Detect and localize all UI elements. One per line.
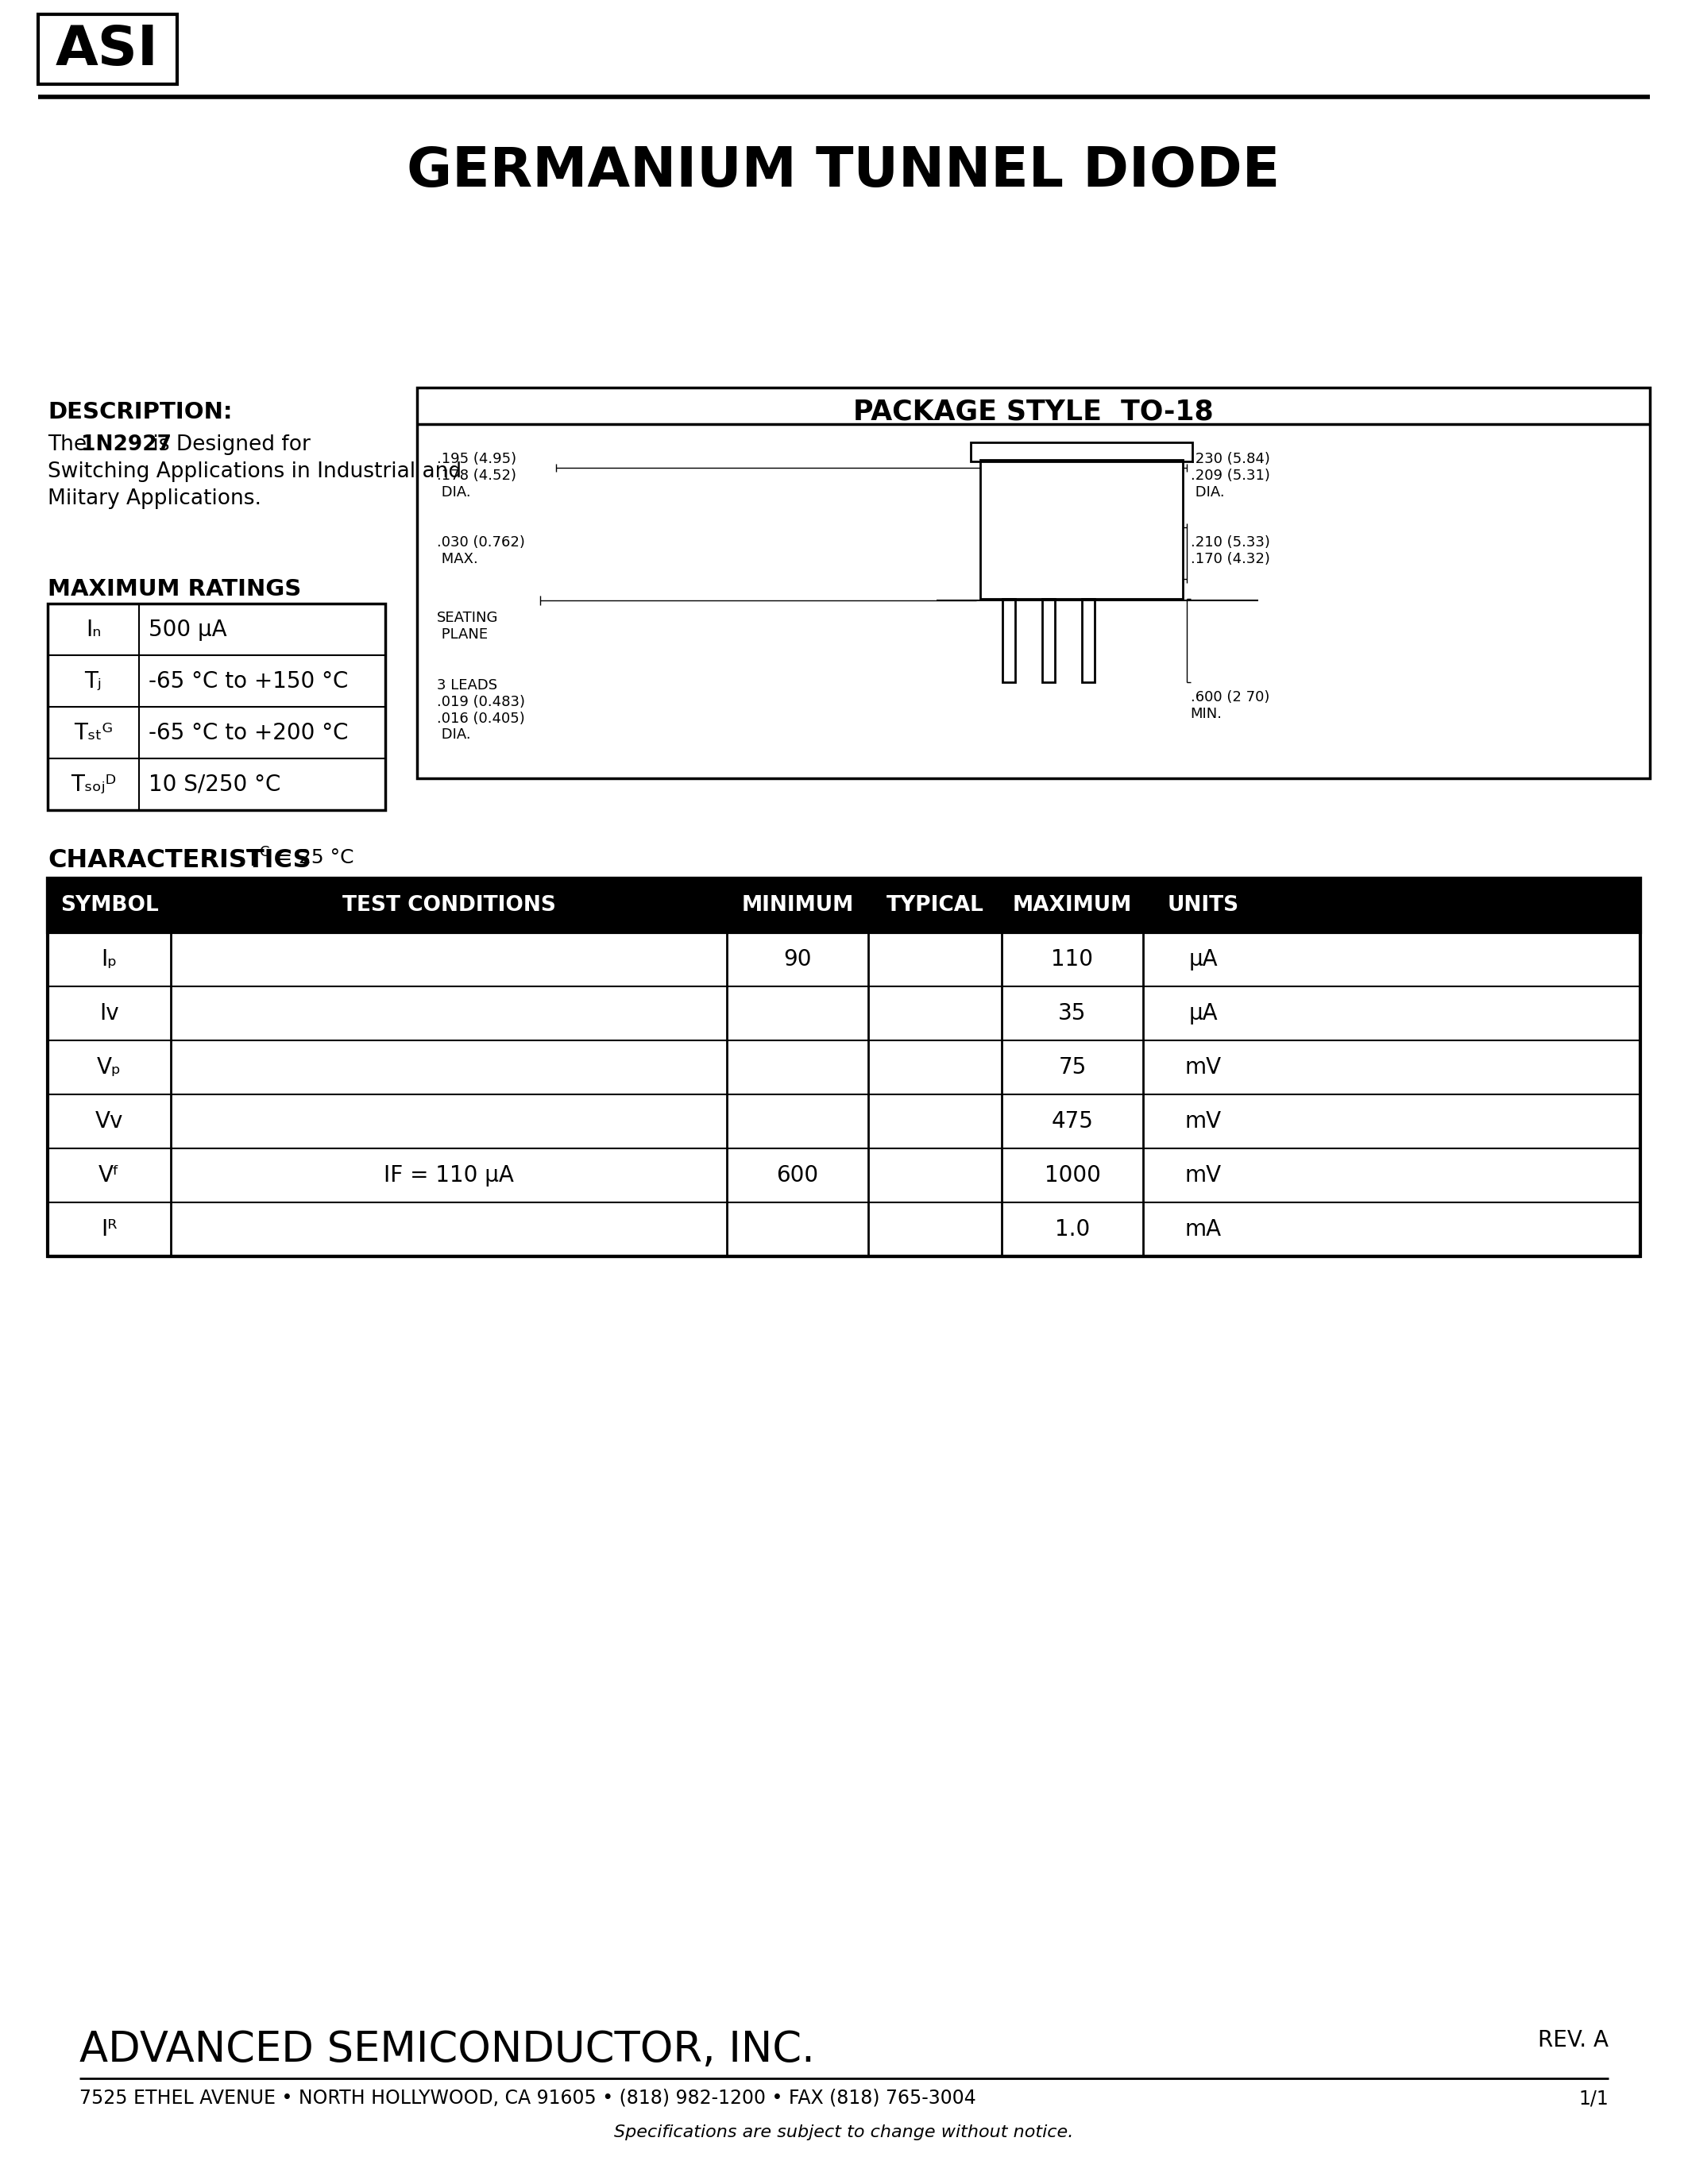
Text: UNITS: UNITS bbox=[1168, 895, 1239, 915]
Bar bbox=[47, 603, 385, 810]
Text: 7525 ETHEL AVENUE • NORTH HOLLYWOOD, CA 91605 • (818) 982-1200 • FAX (818) 765-3: 7525 ETHEL AVENUE • NORTH HOLLYWOOD, CA … bbox=[79, 2088, 976, 2108]
Text: Tₛₜᴳ: Tₛₜᴳ bbox=[74, 721, 113, 745]
Text: μA: μA bbox=[1188, 1002, 1219, 1024]
Text: Miitary Applications.: Miitary Applications. bbox=[47, 489, 262, 509]
Text: Iₙ: Iₙ bbox=[86, 618, 101, 640]
Text: Specifications are subject to change without notice.: Specifications are subject to change wit… bbox=[614, 2125, 1074, 2140]
Text: 35: 35 bbox=[1058, 1002, 1087, 1024]
Text: 10 S/250 °C: 10 S/250 °C bbox=[149, 773, 280, 795]
Text: .030 (0.762)
 MAX.: .030 (0.762) MAX. bbox=[437, 535, 525, 566]
Bar bbox=[1003, 598, 1014, 681]
Text: mV: mV bbox=[1185, 1164, 1222, 1186]
Text: mV: mV bbox=[1185, 1057, 1222, 1079]
Bar bbox=[981, 461, 1183, 598]
Bar bbox=[39, 15, 177, 85]
Bar bbox=[417, 387, 1649, 778]
Text: TYPICAL: TYPICAL bbox=[886, 895, 984, 915]
Text: Iᴿ: Iᴿ bbox=[101, 1219, 118, 1241]
Bar bbox=[971, 443, 1192, 461]
Text: C: C bbox=[260, 845, 270, 858]
Text: 1N2927: 1N2927 bbox=[81, 435, 172, 454]
Text: 475: 475 bbox=[1052, 1109, 1094, 1133]
Bar bbox=[1082, 598, 1094, 681]
Text: Iₚ: Iₚ bbox=[101, 948, 116, 970]
Text: T: T bbox=[246, 847, 262, 871]
Text: 1/1: 1/1 bbox=[1578, 2088, 1609, 2108]
Text: 500 μA: 500 μA bbox=[149, 618, 226, 640]
Text: .210 (5.33)
.170 (4.32): .210 (5.33) .170 (4.32) bbox=[1190, 535, 1269, 566]
Text: SEATING
 PLANE: SEATING PLANE bbox=[437, 612, 498, 642]
Text: Tₛₒⱼᴰ: Tₛₒⱼᴰ bbox=[71, 773, 116, 795]
Text: TEST CONDITIONS: TEST CONDITIONS bbox=[343, 895, 555, 915]
Text: 1.0: 1.0 bbox=[1055, 1219, 1090, 1241]
Text: 90: 90 bbox=[783, 948, 812, 970]
Text: PACKAGE STYLE  TO-18: PACKAGE STYLE TO-18 bbox=[854, 397, 1214, 426]
Text: Vᴠ: Vᴠ bbox=[95, 1109, 123, 1133]
Text: 75: 75 bbox=[1058, 1057, 1087, 1079]
Text: .195 (4.95)
.178 (4.52)
 DIA.: .195 (4.95) .178 (4.52) DIA. bbox=[437, 452, 517, 500]
Text: 600: 600 bbox=[776, 1164, 819, 1186]
Bar bbox=[1041, 598, 1055, 681]
Text: Tⱼ: Tⱼ bbox=[84, 670, 101, 692]
Text: CHARACTERISTICS: CHARACTERISTICS bbox=[47, 847, 311, 874]
Text: IF = 110 μA: IF = 110 μA bbox=[383, 1164, 513, 1186]
Text: mA: mA bbox=[1185, 1219, 1222, 1241]
Text: DESCRIPTION:: DESCRIPTION: bbox=[47, 402, 233, 424]
Text: ADVANCED SEMICONDUCTOR, INC.: ADVANCED SEMICONDUCTOR, INC. bbox=[79, 2029, 815, 2070]
Text: GERMANIUM TUNNEL DIODE: GERMANIUM TUNNEL DIODE bbox=[407, 144, 1280, 197]
Text: ASI: ASI bbox=[56, 22, 159, 76]
Text: = 25 °C: = 25 °C bbox=[270, 847, 354, 867]
Text: MAXIMUM: MAXIMUM bbox=[1013, 895, 1133, 915]
Text: mV: mV bbox=[1185, 1109, 1222, 1133]
Text: 110: 110 bbox=[1052, 948, 1094, 970]
Text: The: The bbox=[47, 435, 93, 454]
Text: .600 (2 70)
MIN.: .600 (2 70) MIN. bbox=[1190, 690, 1269, 721]
Text: -65 °C to +150 °C: -65 °C to +150 °C bbox=[149, 670, 348, 692]
Text: is Designed for: is Designed for bbox=[147, 435, 311, 454]
Text: MAXIMUM RATINGS: MAXIMUM RATINGS bbox=[47, 579, 300, 601]
Text: 1000: 1000 bbox=[1045, 1164, 1101, 1186]
Text: Switching Applications in Industrial and: Switching Applications in Industrial and bbox=[47, 461, 461, 483]
Text: SYMBOL: SYMBOL bbox=[61, 895, 159, 915]
Bar bbox=[47, 878, 1641, 933]
Text: Vₚ: Vₚ bbox=[96, 1057, 122, 1079]
Text: -65 °C to +200 °C: -65 °C to +200 °C bbox=[149, 721, 348, 745]
Text: 3 LEADS
.019 (0.483)
.016 (0.405)
 DIA.: 3 LEADS .019 (0.483) .016 (0.405) DIA. bbox=[437, 679, 525, 743]
Bar bbox=[47, 878, 1641, 1256]
Text: MINIMUM: MINIMUM bbox=[741, 895, 854, 915]
Text: Iᴠ: Iᴠ bbox=[100, 1002, 118, 1024]
Text: .230 (5.84)
.209 (5.31)
 DIA.: .230 (5.84) .209 (5.31) DIA. bbox=[1190, 452, 1269, 500]
Text: μA: μA bbox=[1188, 948, 1219, 970]
Text: REV. A: REV. A bbox=[1538, 2029, 1609, 2051]
Text: Vᶠ: Vᶠ bbox=[98, 1164, 120, 1186]
